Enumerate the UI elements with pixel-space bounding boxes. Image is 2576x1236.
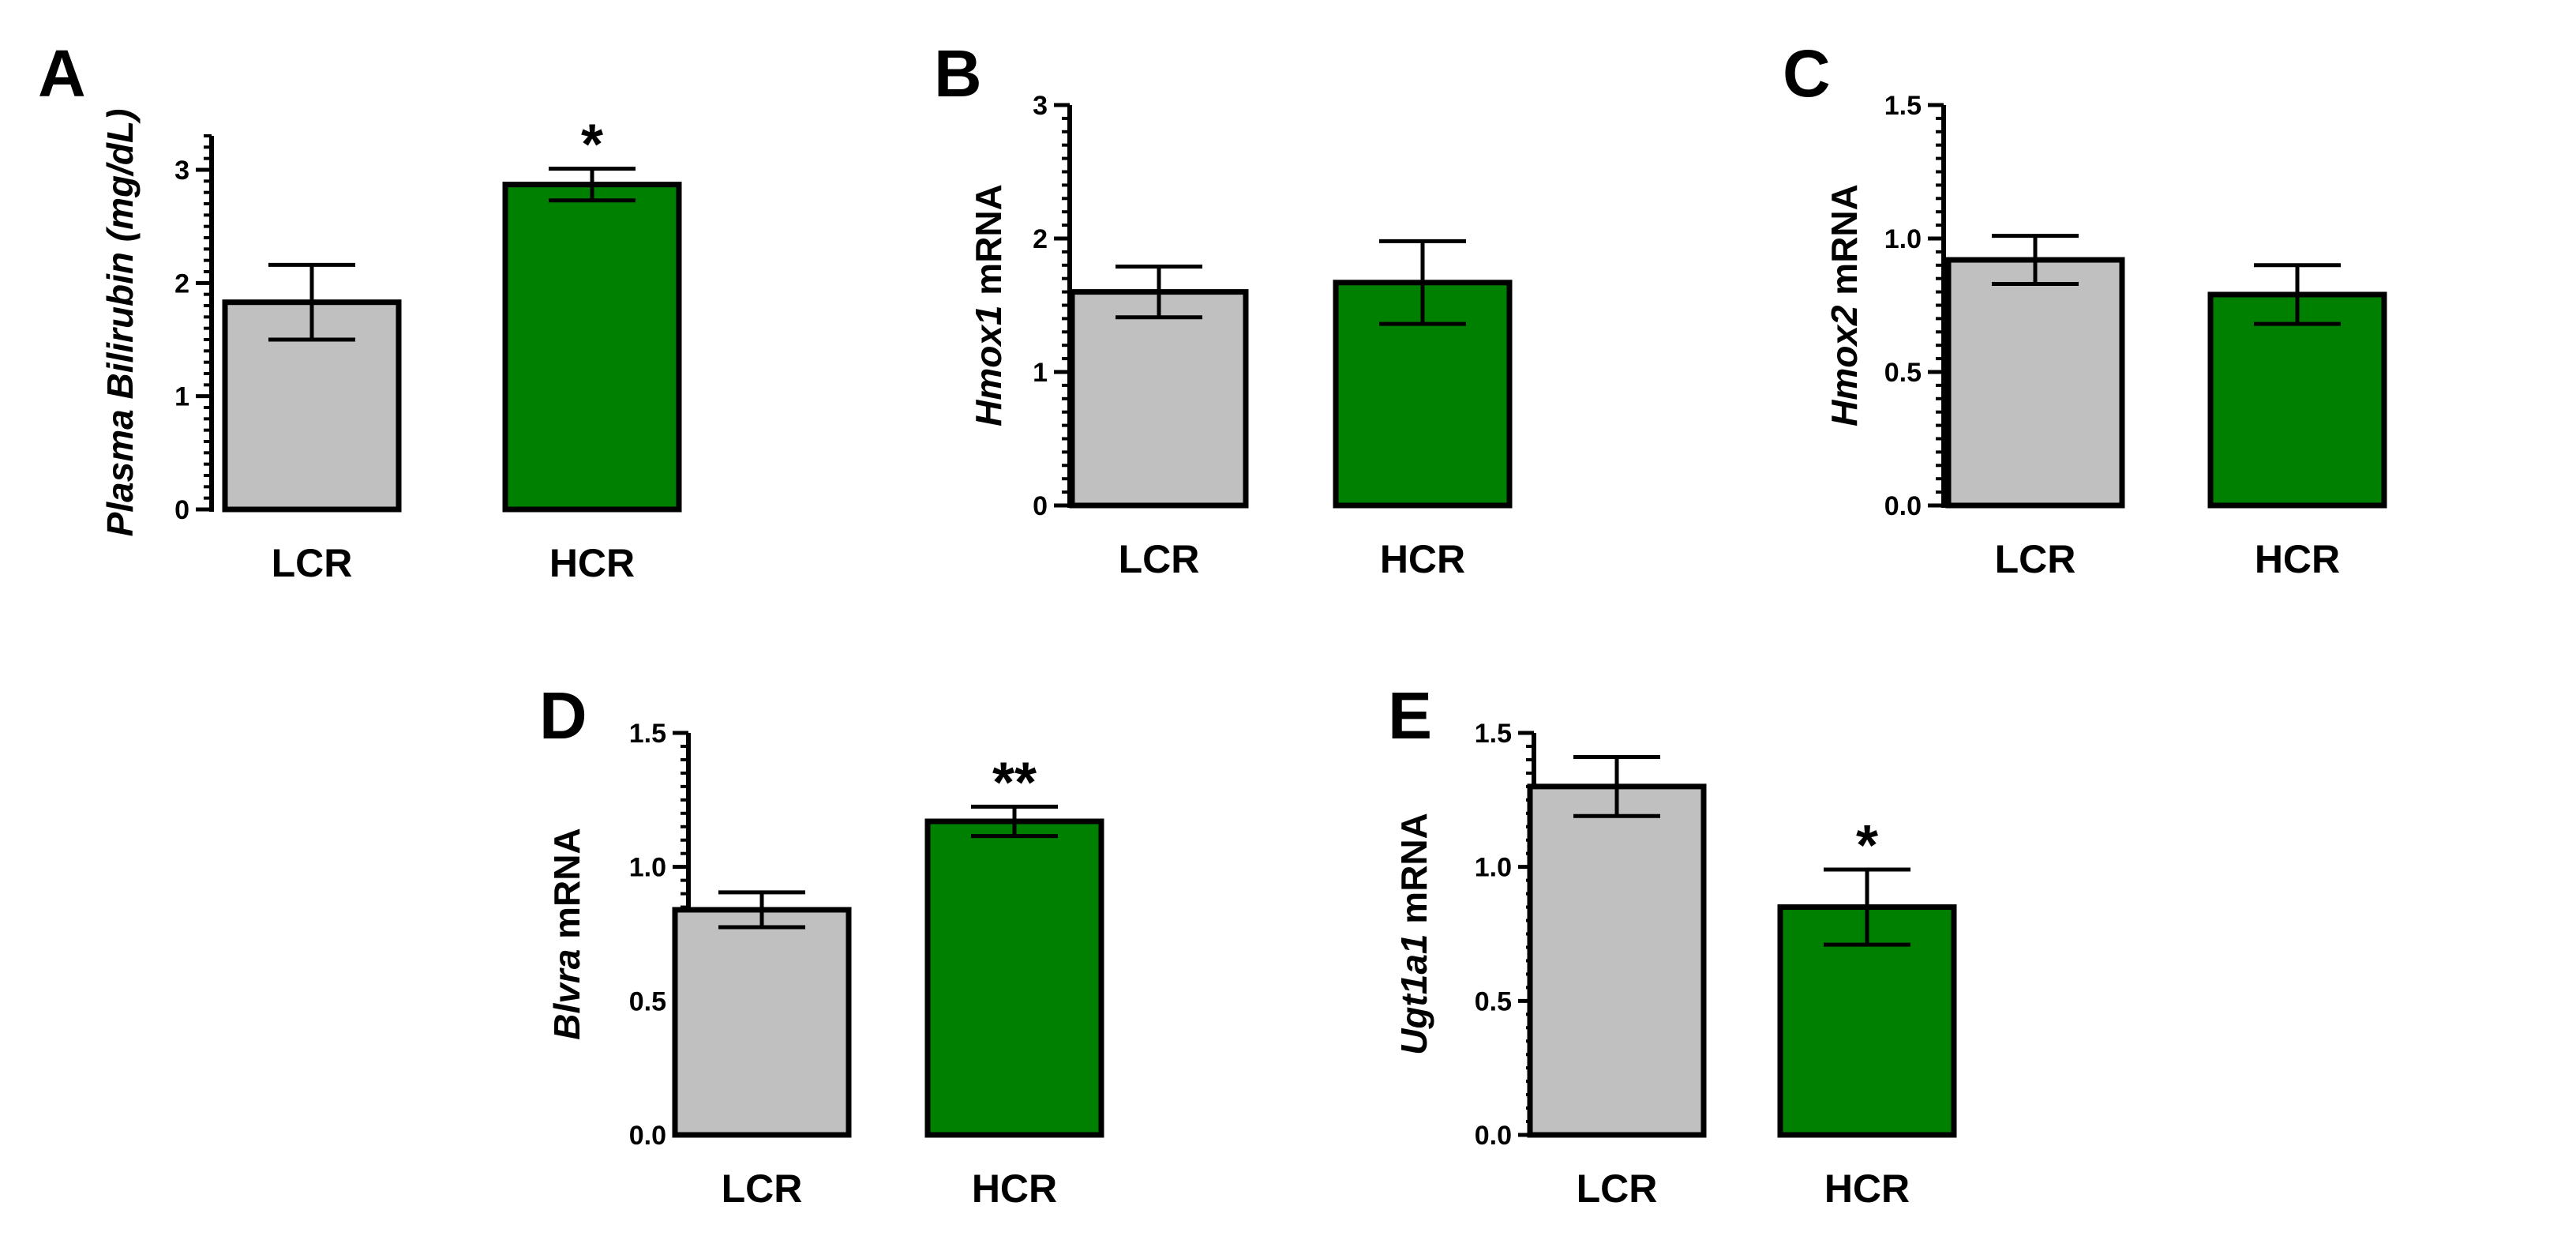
bar-hcr [2207,291,2387,509]
y-axis-label-part: Plasma Bilirubin (mg/dL) [99,109,141,537]
y-axis-label: Ugt1a1 mRNA [1393,813,1434,1055]
bar-lcr [1527,783,1707,1138]
bar-hcr [502,182,682,513]
y-tick-label: 1.5 [1884,91,1922,121]
y-axis-label-part: Hmox2 [1824,305,1865,426]
y-axis-label: Blvra mRNA [546,828,587,1039]
y-tick-label: 3 [174,156,189,186]
category-label: LCR [1995,537,2076,581]
bar-lcr [672,907,852,1138]
y-axis-label-part: Ugt1a1 [1393,934,1434,1054]
y-tick-label: 3 [1033,91,1048,121]
panel-b: B 0 1 2 3 LCR HCR Hmox1 mRNA [934,36,1513,581]
y-tick-label: 1.0 [1884,224,1922,254]
significance-marker: * [581,114,603,177]
y-tick-label: 1.0 [1475,853,1512,883]
y-tick-label: 0 [174,495,189,525]
y-axis-label: Hmox1 mRNA [968,184,1009,426]
category-label: HCR [1824,1166,1910,1211]
category-label: HCR [972,1166,1057,1211]
y-axis-label: Plasma Bilirubin (mg/dL) [99,109,141,537]
y-axis-label: Hmox2 mRNA [1824,184,1865,426]
y-tick-label: 1 [1033,358,1048,388]
y-tick-label: 0.5 [629,986,666,1016]
y-tick-label: 1.0 [629,853,666,883]
bar-hcr [924,818,1104,1138]
category-label: LCR [1119,537,1200,581]
y-axis-label-part: mRNA [968,184,1009,305]
category-label: LCR [1577,1166,1658,1211]
y-axis-label-part: mRNA [546,828,587,949]
y-tick-label: 2 [1033,224,1048,254]
y-axis-label-part: Blvra [546,949,587,1040]
panel-letter: A [38,36,86,111]
panel-d: D 0.0 0.5 1.0 1.5 LCR ** HCR Blvra mRNA [539,678,1104,1211]
y-tick-label: 0.0 [629,1121,666,1151]
category-label: LCR [272,541,353,585]
y-tick-label: 1.5 [1475,719,1512,749]
y-tick-label: 0.0 [1884,491,1922,521]
y-tick-label: 1 [174,382,189,412]
panel-a: A 0 1 2 3 LCR * HCR Plasma Bilirubin (mg/dL) [38,36,682,585]
significance-marker: * [1856,814,1878,877]
y-tick-label: 1.5 [629,719,666,749]
panel-e: E 0.0 0.5 1.0 1.5 LCR * HCR Ugt1a1 mRNA [1388,678,1957,1211]
panel-letter: D [539,678,587,753]
panel-c: C 0.0 0.5 1.0 1.5 LCR HCR Hmox2 mRNA [1783,36,2387,581]
y-tick-label: 0 [1033,491,1048,521]
y-tick-label: 2 [174,269,189,299]
category-label: HCR [549,541,635,585]
bar-lcr [1069,289,1249,509]
panel-letter: B [934,36,982,111]
y-tick-label: 0.0 [1475,1121,1512,1151]
y-axis-label-part: mRNA [1393,813,1434,934]
panel-letter: E [1388,678,1432,753]
category-label: HCR [1380,537,1465,581]
significance-marker: ** [992,751,1037,814]
y-tick-label: 0.5 [1475,986,1512,1016]
category-label: LCR [722,1166,803,1211]
y-tick-label: 0.5 [1884,358,1922,388]
bar-lcr [1945,257,2125,509]
y-axis-label-part: Hmox1 [968,305,1009,426]
y-axis-label-part: mRNA [1824,184,1865,305]
panel-letter: C [1783,36,1831,111]
category-label: HCR [2255,537,2340,581]
